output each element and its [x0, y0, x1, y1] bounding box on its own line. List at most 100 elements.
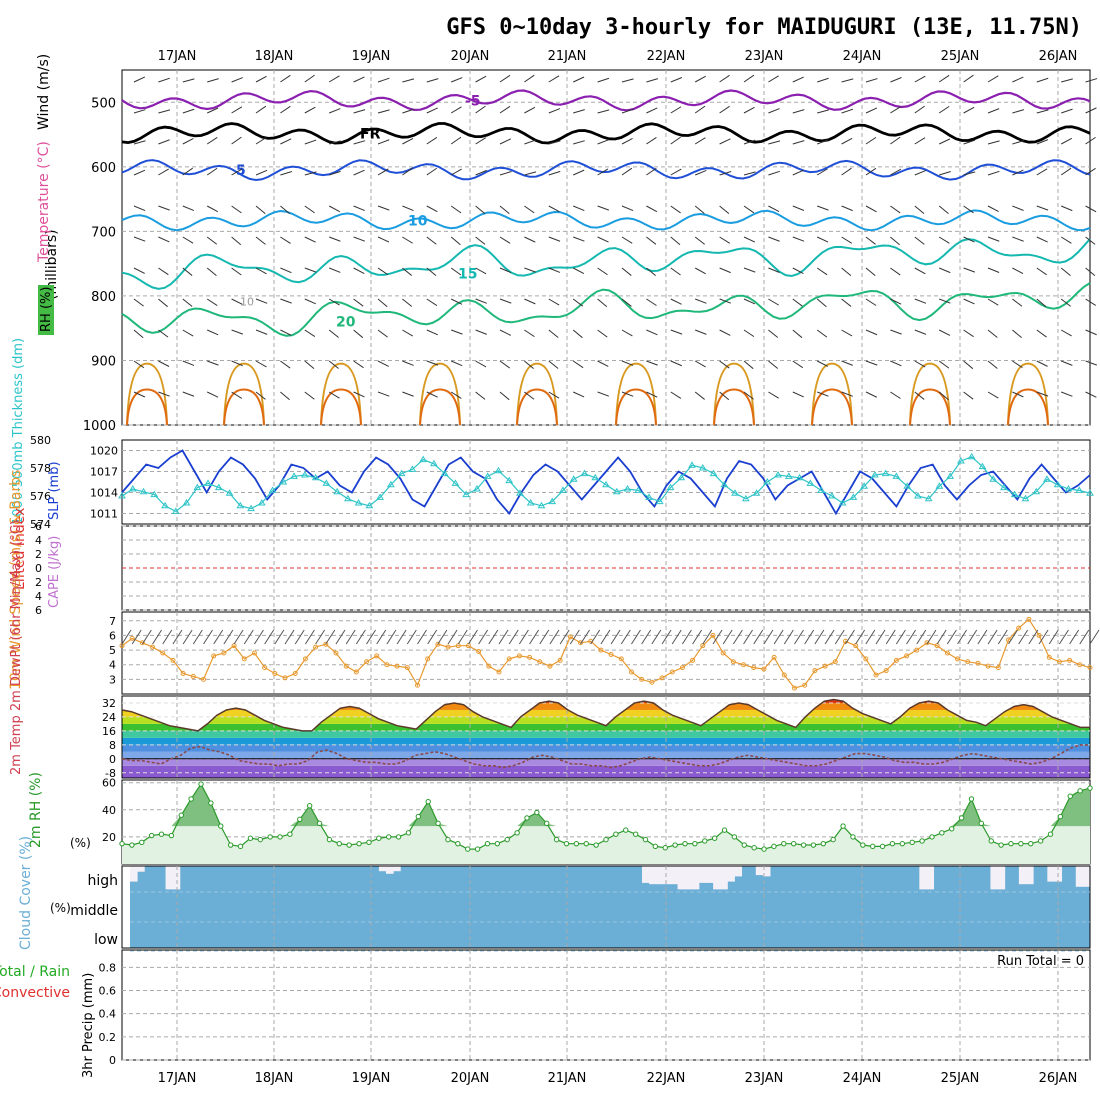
wind10m-point: [792, 685, 798, 691]
wind10m-barb: [518, 629, 529, 645]
wind10m-point: [771, 654, 777, 660]
wind10m-barb: [1079, 629, 1090, 645]
wind10m-barb: [284, 629, 295, 645]
upper-wind-barb: [816, 360, 829, 367]
rh-contour-label: 10: [240, 296, 254, 309]
upper-wind-barb: [255, 75, 267, 83]
wind10m-label: 10m Wind Speed (m/s) & Barbs: [8, 470, 24, 690]
precip-tick-4: 0.8: [99, 961, 117, 974]
thickness-marker: [1000, 483, 1008, 491]
upper-wind-barb: [329, 108, 341, 114]
wind10m-barb: [498, 629, 509, 645]
upper-wind-barb: [450, 298, 463, 305]
upper-wind-barb: [865, 391, 878, 398]
temp2m-label: 2m Temp 2m DewPt (6hr Min/Max) (°C): [9, 520, 24, 775]
upper-wind-barb: [158, 77, 170, 83]
cloud-high-clear-bar: [137, 866, 145, 872]
upper-wind-barb: [1061, 108, 1073, 114]
rh2m-point: [553, 836, 560, 843]
rh2m-point: [425, 798, 431, 805]
wind10m-barb: [264, 629, 275, 645]
upper-wind-barb: [987, 236, 1000, 242]
wind10m-point: [170, 657, 176, 663]
upper-wind-barb: [475, 205, 486, 215]
instability-tick-3: 0: [35, 562, 42, 575]
wind10m-barb: [345, 629, 356, 645]
thickness-marker: [161, 501, 169, 509]
upper-wind-barb: [890, 136, 901, 145]
rh2m-point: [830, 836, 836, 843]
upper-wind-barb: [231, 267, 242, 276]
upper-wind-barb: [1085, 391, 1097, 398]
upper-wind-barb: [938, 105, 950, 114]
upper-wind-barb: [695, 298, 707, 304]
cloud-high-clear-bar: [649, 866, 657, 885]
rh2m-point: [1028, 840, 1034, 847]
upper-wind-barb: [304, 205, 315, 214]
rh2m-point: [316, 820, 323, 827]
upper-wind-barb: [987, 140, 1000, 145]
wind10m-tick-0: 3: [109, 673, 116, 686]
cloud-high-clear-bar: [1047, 866, 1055, 882]
rh2m-point: [356, 840, 362, 847]
upper-wind-barb: [695, 329, 707, 335]
upper-wind-barb: [768, 236, 780, 242]
cloud-cover-frame: [121, 865, 1091, 949]
wind10m-barb: [243, 629, 254, 645]
upper-wind-barb: [890, 236, 900, 246]
wind10m-barb: [946, 629, 957, 645]
warm-contour-7-1: [811, 388, 853, 426]
upper-wind-barb: [963, 267, 976, 273]
slp-tick-0: 1011: [90, 508, 118, 521]
wind10m-point: [364, 659, 370, 665]
precip-tick-3: 0.6: [99, 985, 117, 998]
wind10m-barb: [304, 629, 315, 645]
wind10m-point: [567, 634, 573, 640]
wind10m-barb: [539, 629, 550, 645]
upper-wind-barb: [280, 74, 291, 83]
thickness-marker: [247, 504, 255, 512]
upper-wind-barb: [792, 391, 804, 398]
upper-wind-barb: [621, 108, 634, 114]
upper-wind-barb: [182, 167, 193, 176]
instability-tick-2: 2: [35, 548, 42, 561]
wind10m-point: [221, 650, 227, 656]
wind10m-point: [445, 644, 451, 650]
upper-wind-barb: [280, 138, 292, 145]
upper-wind-barb: [206, 137, 218, 145]
wind10m-point: [802, 682, 808, 688]
rh2m-point: [326, 836, 333, 843]
rh2m-point: [702, 838, 708, 844]
rh2m-point: [277, 834, 283, 840]
upper-wind-barb: [548, 108, 561, 114]
wind10m-point: [557, 657, 563, 663]
wind10m-tick-3: 6: [109, 629, 116, 642]
upper-wind-barb: [377, 298, 388, 308]
rh2m-point: [603, 836, 609, 843]
upper-wind-barb: [1012, 236, 1024, 242]
rh2m-tick-0: 20: [102, 831, 116, 844]
rh2m-point: [405, 830, 412, 836]
upper-wind-barb: [451, 329, 463, 335]
wind10m-barb: [468, 629, 478, 645]
precip-axis-label: 3hr Precip (mm): [81, 973, 96, 1078]
thickness-marker: [1021, 494, 1030, 502]
upper-wind-barb: [743, 391, 754, 400]
upper-wind-barb: [1036, 360, 1048, 367]
upper-wind-barb: [719, 74, 730, 83]
upper-wind-barb: [231, 329, 244, 335]
wind10m-barb: [702, 629, 713, 645]
upper-wind-barb: [597, 236, 609, 243]
thickness-marker: [225, 489, 234, 496]
bottom-date-label-4: 21JAN: [548, 1071, 587, 1086]
wind10m-barb: [804, 629, 815, 645]
wind10m-point: [914, 647, 920, 653]
upper-wind-barb: [353, 140, 366, 145]
rh2m-point: [465, 846, 471, 852]
rh2m-point: [583, 840, 589, 847]
upper-wind-barb: [304, 74, 315, 83]
upper-wind-barb: [450, 168, 462, 176]
wind10m-barb: [987, 629, 998, 645]
rh2m-point: [761, 846, 767, 852]
